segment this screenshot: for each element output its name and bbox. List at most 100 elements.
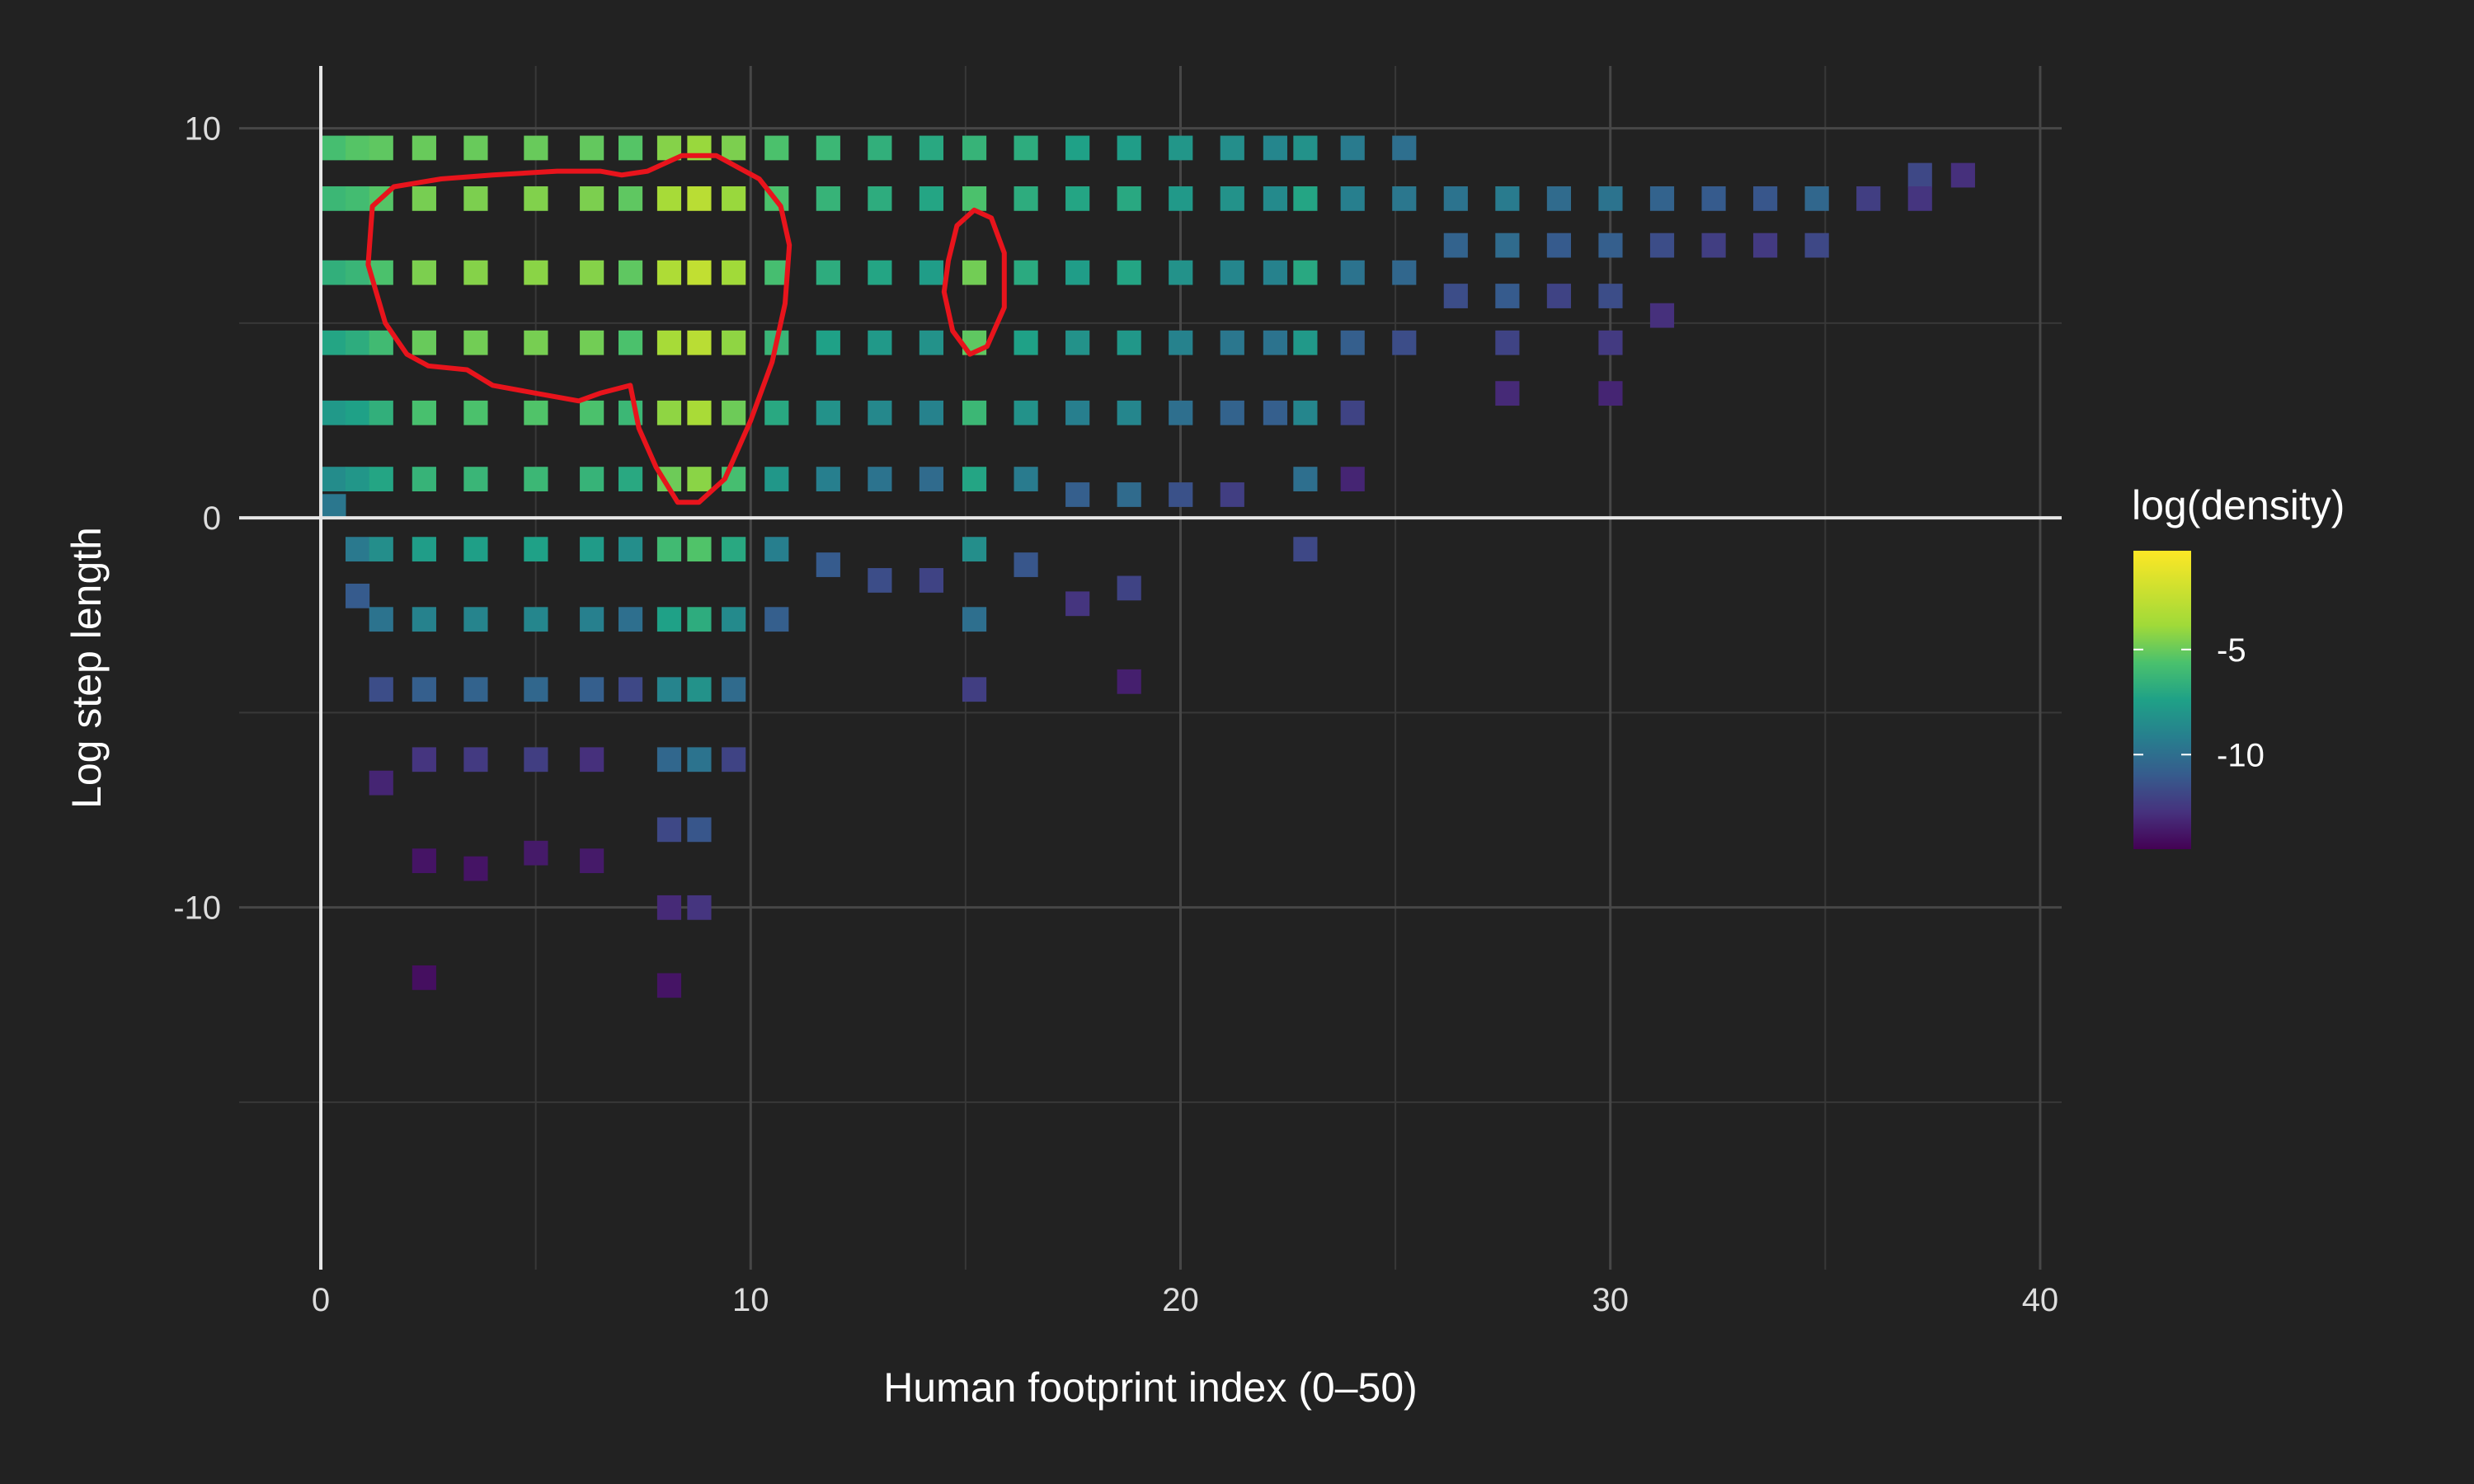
y-tick-label: 10 bbox=[185, 111, 222, 148]
heatmap-bin bbox=[722, 537, 746, 562]
heatmap-bin bbox=[722, 400, 746, 425]
heatmap-bin bbox=[722, 186, 746, 211]
heatmap-bin bbox=[580, 537, 604, 562]
heatmap-bin bbox=[1220, 330, 1244, 355]
heatmap-bin bbox=[1065, 482, 1090, 507]
heatmap-bin bbox=[580, 848, 604, 874]
heatmap-bin bbox=[1340, 330, 1365, 355]
heatmap-bin bbox=[687, 677, 712, 702]
heatmap-bin bbox=[816, 135, 840, 161]
heatmap-bin bbox=[1014, 135, 1038, 161]
heatmap-bin bbox=[1293, 537, 1318, 562]
heatmap-bin bbox=[412, 400, 436, 425]
heatmap-bin bbox=[1701, 186, 1726, 211]
colorbar-tick-label: -10 bbox=[2217, 737, 2265, 773]
heatmap-bin bbox=[412, 260, 436, 285]
heatmap-bin bbox=[369, 607, 393, 632]
heatmap-bin bbox=[1546, 186, 1571, 211]
heatmap-bin bbox=[346, 583, 370, 608]
heatmap-bin bbox=[1495, 381, 1520, 406]
heatmap-bin bbox=[687, 260, 712, 285]
heatmap-bin bbox=[764, 537, 789, 562]
heatmap-bin bbox=[322, 467, 346, 491]
heatmap-bin bbox=[1495, 284, 1520, 308]
heatmap-bin bbox=[524, 747, 548, 773]
heatmap-bin bbox=[868, 186, 892, 211]
heatmap-bin bbox=[816, 400, 840, 425]
heatmap-bin bbox=[618, 186, 643, 211]
heatmap-bin bbox=[687, 607, 712, 632]
heatmap-bin bbox=[1293, 467, 1318, 491]
x-tick-label: 40 bbox=[2022, 1282, 2059, 1318]
heatmap-bin bbox=[524, 840, 548, 866]
heatmap-bin bbox=[687, 537, 712, 562]
heatmap-bin bbox=[962, 607, 987, 632]
heatmap-bin bbox=[463, 677, 488, 702]
heatmap-bin bbox=[618, 135, 643, 161]
heatmap-bin bbox=[369, 537, 393, 562]
heatmap-bin bbox=[524, 400, 548, 425]
heatmap-bin bbox=[580, 677, 604, 702]
heatmap-bin bbox=[1598, 232, 1623, 258]
heatmap-bin bbox=[1649, 303, 1675, 328]
heatmap-bin bbox=[322, 494, 346, 519]
heatmap-bin bbox=[1293, 135, 1318, 161]
heatmap-bin bbox=[764, 607, 789, 632]
heatmap-bin bbox=[1340, 400, 1365, 425]
heatmap-bin bbox=[412, 677, 436, 702]
heatmap-bin bbox=[463, 537, 488, 562]
heatmap-bin bbox=[1293, 260, 1318, 285]
heatmap-bin bbox=[463, 260, 488, 285]
heatmap-bin bbox=[369, 330, 393, 355]
heatmap-bin bbox=[1169, 135, 1193, 161]
heatmap-bin bbox=[463, 856, 488, 881]
heatmap-bin bbox=[1907, 186, 1932, 211]
density-contour-1 bbox=[365, 153, 793, 505]
heatmap-bin bbox=[722, 677, 746, 702]
heatmap-bin bbox=[868, 400, 892, 425]
heatmap-bin bbox=[322, 400, 346, 425]
heatmap-bin bbox=[369, 770, 393, 796]
heatmap-bin bbox=[687, 330, 712, 355]
heatmap-bin bbox=[524, 330, 548, 355]
heatmap-bin bbox=[1065, 260, 1090, 285]
heatmap-bin bbox=[1293, 330, 1318, 355]
heatmap-bin bbox=[687, 817, 712, 843]
heatmap-bin bbox=[463, 747, 488, 773]
heatmap-bin bbox=[687, 467, 712, 491]
heatmap-bin bbox=[1392, 186, 1417, 211]
heatmap-bin bbox=[346, 260, 370, 285]
heatmap-bin bbox=[722, 260, 746, 285]
heatmap-bin bbox=[656, 186, 682, 211]
heatmap-bin bbox=[656, 677, 682, 702]
heatmap-bin bbox=[1220, 135, 1244, 161]
heatmap-bin bbox=[764, 135, 789, 161]
heatmap-bin bbox=[868, 260, 892, 285]
x-axis-tick-labels: 0 10 20 30 40 bbox=[312, 1282, 2058, 1318]
y-tick-label: -10 bbox=[173, 890, 221, 927]
heatmap-bin bbox=[524, 260, 548, 285]
heatmap-bin bbox=[962, 186, 987, 211]
colorbar-ticks: -5 -10 bbox=[2133, 632, 2265, 773]
heatmap-bin bbox=[868, 135, 892, 161]
heatmap-bin bbox=[412, 537, 436, 562]
heatmap-bin bbox=[618, 467, 643, 491]
heatmap-bin bbox=[1065, 591, 1090, 617]
x-tick-label: 20 bbox=[1162, 1282, 1199, 1318]
heatmap-bins bbox=[322, 135, 1975, 998]
heatmap-bin bbox=[919, 186, 944, 211]
heatmap-bin bbox=[1392, 135, 1417, 161]
heatmap-bin bbox=[1598, 330, 1623, 355]
heatmap-bin bbox=[962, 537, 987, 562]
heatmap-bin bbox=[687, 186, 712, 211]
heatmap-bin bbox=[1169, 482, 1193, 507]
reference-lines bbox=[239, 66, 2062, 1270]
heatmap-bin bbox=[1065, 400, 1090, 425]
heatmap-bin bbox=[1293, 400, 1318, 425]
heatmap-bin bbox=[919, 568, 944, 593]
heatmap-bin bbox=[1753, 232, 1778, 258]
heatmap-bin bbox=[1065, 186, 1090, 211]
heatmap-bin bbox=[919, 330, 944, 355]
heatmap-bin bbox=[1220, 186, 1244, 211]
